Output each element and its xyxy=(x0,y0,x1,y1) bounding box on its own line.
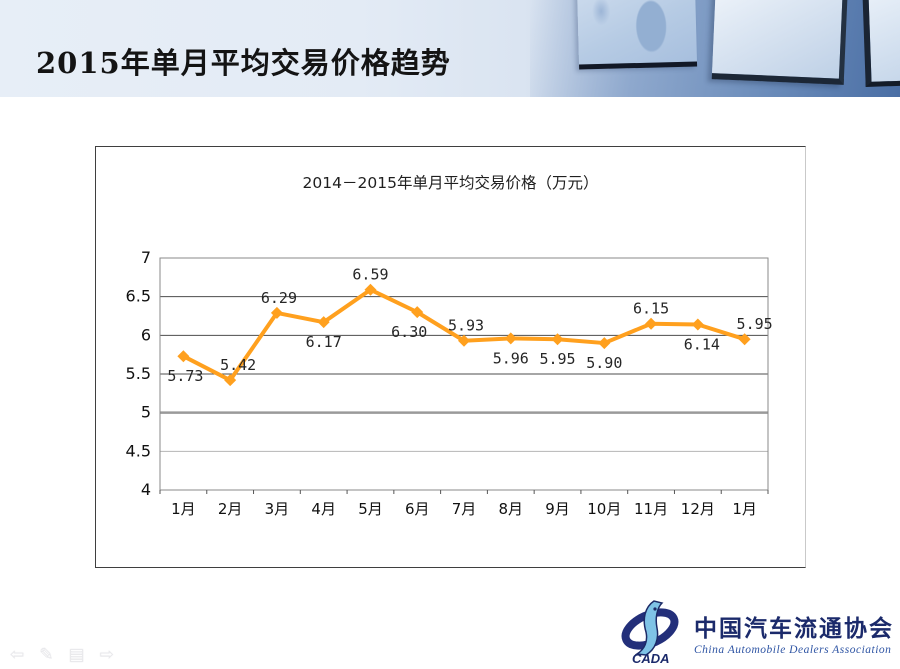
x-axis-tick-label: 6月 xyxy=(405,500,430,518)
data-point-marker xyxy=(411,306,424,319)
y-axis-tick-label: 4.5 xyxy=(126,441,151,460)
pen-tool-icon[interactable]: ✎ xyxy=(39,645,54,664)
data-point-marker xyxy=(598,337,611,350)
cada-acronym: CADA xyxy=(632,651,670,665)
data-point-label: 6.29 xyxy=(261,289,297,307)
data-point-marker xyxy=(317,316,330,329)
x-axis-tick-label: 12月 xyxy=(681,500,715,518)
data-point-marker xyxy=(645,317,658,330)
previous-slide-arrow-icon[interactable]: ⇦ xyxy=(10,645,25,664)
data-point-label: 5.73 xyxy=(167,367,203,385)
data-point-label: 6.17 xyxy=(306,333,342,351)
logo-name-english: China Automobile Dealers Association xyxy=(694,643,892,656)
chart-frame: 4 4.5 5 5.5 6 6.5 7 1月 2月 3月 4月 5月 6月 7月 8月 9月 10月 11月 12月… xyxy=(95,146,806,568)
x-axis-tick-label: 1月 xyxy=(171,500,196,518)
data-point-label: 6.15 xyxy=(633,300,669,318)
next-slide-arrow-icon[interactable]: ⇨ xyxy=(99,645,114,664)
x-axis-tick-label: 5月 xyxy=(358,500,383,518)
data-point-marker xyxy=(691,318,704,331)
data-point-marker xyxy=(270,306,283,319)
data-point-label: 5.95 xyxy=(539,350,575,368)
data-point-marker xyxy=(551,333,564,346)
logo-name-chinese: 中国汽车流通协会 xyxy=(694,615,894,642)
y-axis-tick-label: 5 xyxy=(141,403,151,422)
blue-cube-map-icon xyxy=(576,0,698,70)
y-axis-tick-label: 6 xyxy=(141,325,151,344)
y-axis-tick-label: 5.5 xyxy=(126,364,151,383)
data-point-marker xyxy=(364,283,377,296)
slideshow-nav-toolbar: ⇦ ✎ ▤ ⇨ xyxy=(10,646,114,663)
data-point-label: 6.30 xyxy=(391,323,427,341)
y-axis-tick-label: 7 xyxy=(141,248,151,267)
y-axis-tick-label: 4 xyxy=(141,480,151,499)
data-point-label: 5.95 xyxy=(737,315,773,333)
cada-logo: CADA 中国汽车流通协会 China Automobile Dealers A… xyxy=(616,599,894,665)
slide-menu-icon[interactable]: ▤ xyxy=(68,645,85,664)
y-axis-tick-label: 6.5 xyxy=(126,287,151,306)
x-axis-tick-label: 9月 xyxy=(545,500,570,518)
x-axis-tick-label: 1月 xyxy=(732,500,757,518)
data-point-label: 6.14 xyxy=(684,336,720,354)
cada-emblem-icon: CADA xyxy=(621,600,679,665)
x-axis-tick-label: 7月 xyxy=(452,500,477,518)
x-axis-tick-label: 3月 xyxy=(265,500,290,518)
plot-border xyxy=(159,257,769,491)
data-point-marker xyxy=(458,334,470,347)
header-banner xyxy=(0,0,900,97)
data-point-label: 5.90 xyxy=(586,354,622,372)
data-point-marker xyxy=(177,350,190,363)
x-axis-tick-label: 2月 xyxy=(218,500,243,518)
logo-text-block: 中国汽车流通协会 China Automobile Dealers Associ… xyxy=(694,609,894,656)
data-point-label: 5.93 xyxy=(448,317,484,335)
x-axis-tick-label: 8月 xyxy=(498,500,523,518)
blue-cube-icon xyxy=(711,0,849,85)
x-axis-tick-label: 4月 xyxy=(311,500,336,518)
emblem-swan-shape xyxy=(634,600,664,656)
blue-cube-edge-icon xyxy=(862,0,900,88)
data-point-marker xyxy=(504,332,517,345)
data-point-marker xyxy=(224,374,237,387)
page-title: 2015年单月平均交易价格趋势 xyxy=(36,46,451,80)
data-point-label: 6.59 xyxy=(352,266,388,284)
data-point-marker xyxy=(738,333,751,346)
chart-title: 2014－2015年单月平均交易价格（万元） xyxy=(303,174,599,192)
x-axis-tick-label: 10月 xyxy=(587,500,621,518)
data-point-label: 5.42 xyxy=(220,356,256,374)
price-trend-chart-svg: 4 4.5 5 5.5 6 6.5 7 1月 2月 3月 4月 5月 6月 7月 8月 9月 10月 11月 12月… xyxy=(126,174,773,518)
x-axis-tick-label: 11月 xyxy=(634,500,668,518)
data-point-label: 5.96 xyxy=(493,349,529,367)
